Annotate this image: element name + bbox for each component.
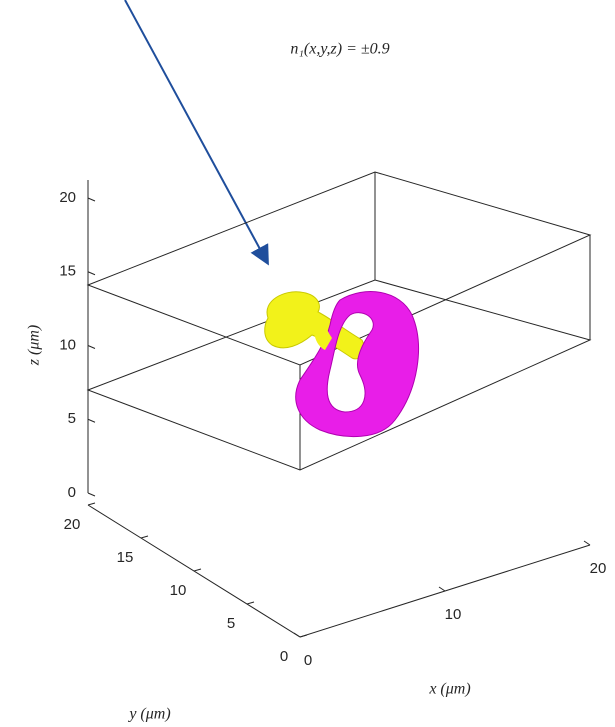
y-tick-label: 0 — [280, 648, 288, 665]
isosurfaces — [264, 291, 419, 438]
z-tick-label: 10 — [59, 336, 76, 353]
z-tick-label: 15 — [59, 263, 76, 280]
y-tick — [140, 535, 149, 539]
y-tick-label: 15 — [117, 549, 134, 566]
z-tick-label: 5 — [68, 410, 76, 427]
pointer-arrow — [124, 0, 269, 266]
y-tick — [299, 634, 308, 638]
x-tick-label: 0 — [304, 652, 312, 669]
x-tick-label: 20 — [590, 560, 607, 577]
magenta-surface — [295, 291, 419, 438]
y-tick-label: 5 — [227, 615, 235, 632]
y-tick — [246, 601, 255, 605]
z-tick — [87, 197, 96, 202]
y-tick-label: 10 — [170, 582, 187, 599]
x-tick — [583, 540, 591, 546]
z-tick-label: 0 — [68, 484, 76, 501]
z-tick — [87, 271, 96, 276]
y-tick — [87, 502, 96, 506]
x-axis-label: x (μm) — [428, 681, 470, 698]
y-tick — [193, 568, 202, 572]
z-tick — [87, 492, 96, 497]
z-tick-label: 20 — [59, 189, 76, 206]
y-tick-label: 20 — [64, 516, 81, 533]
chart-title: n₁(x,y,z) = ±0.9 — [290, 41, 389, 58]
y-axis-label: y (μm) — [127, 706, 170, 723]
yellow-surface-overlap — [314, 312, 332, 350]
z-tick — [87, 418, 96, 423]
x-tick — [293, 632, 301, 638]
x-tick-label: 10 — [445, 606, 462, 623]
z-tick — [87, 345, 96, 349]
x-tick — [438, 586, 446, 592]
z-axis-label: z (μm) — [26, 325, 43, 366]
